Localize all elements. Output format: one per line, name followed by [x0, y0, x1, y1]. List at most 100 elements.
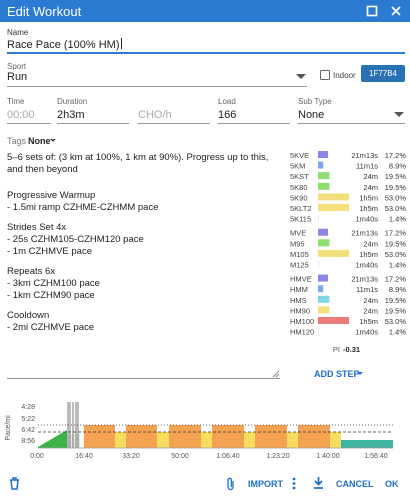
resize-handle — [272, 370, 280, 378]
subtype-select[interactable]: None — [298, 109, 325, 121]
add-step-button[interactable]: ADD STEP — [314, 369, 360, 379]
zone-name: M95 — [290, 239, 305, 248]
sport-select[interactable]: Run — [7, 71, 28, 83]
x-tick-label: 0:00 — [30, 453, 44, 460]
zone-name: HMM — [290, 285, 308, 294]
delete-icon[interactable] — [9, 477, 20, 490]
step — [298, 425, 330, 448]
time-input[interactable]: 00:00 — [7, 109, 35, 121]
time-label: Time — [7, 97, 25, 106]
zone-name: HMVE — [290, 275, 312, 284]
cho-input[interactable]: CHO/h — [138, 109, 172, 121]
zone-name: HMS — [290, 296, 307, 305]
zone-bar — [318, 204, 349, 211]
y-tick-label: 4:28 — [21, 404, 35, 411]
x-tick-label: 1:40:00 — [316, 453, 339, 460]
zone-name: 5K80 — [290, 183, 308, 192]
description-line: - 1.5mi ramp CZHME-CZHMM pace — [7, 202, 159, 213]
zone-percent: 1.4% — [389, 261, 406, 270]
text-caret — [120, 38, 122, 49]
step — [212, 425, 244, 448]
color-button[interactable]: 1F77B4 — [361, 65, 405, 82]
zone-percent: 53.0% — [385, 193, 407, 202]
duration-input[interactable]: 2h3m — [57, 109, 85, 121]
more-icon[interactable] — [292, 477, 296, 490]
zone-bar — [318, 161, 324, 169]
zone-bar — [318, 260, 319, 268]
zone-percent: 1.4% — [389, 215, 406, 224]
load-input[interactable]: 166 — [218, 109, 237, 121]
description-line: 5–6 sets of: (3 km at 100%, 1 km at 90%)… — [7, 152, 269, 163]
zone-percent: 19.5% — [385, 296, 407, 305]
name-input[interactable]: Race Pace (100% HM) — [7, 38, 122, 51]
description[interactable]: 5–6 sets of: (3 km at 100%, 1 km at 90%)… — [7, 152, 282, 342]
attach-icon[interactable] — [226, 477, 236, 491]
zone-bar — [318, 182, 330, 190]
add-step-arrow — [357, 372, 363, 375]
header: Edit Workout — [0, 0, 410, 22]
zone-bar — [318, 327, 319, 335]
description-line: Progressive Warmup — [7, 190, 96, 201]
indoor-checkbox[interactable] — [320, 70, 330, 80]
workout-steps — [38, 402, 393, 449]
step — [169, 425, 201, 448]
download-icon[interactable] — [313, 477, 324, 489]
zone-time: 24m — [363, 183, 378, 192]
description-paragraph: Strides Set 4x - 25s CZHM105-CZHM120 pace… — [7, 222, 282, 258]
maximize-icon[interactable] — [366, 5, 378, 17]
description-line: Repeats 6x — [7, 266, 56, 277]
tags-label: Tags — [7, 136, 27, 146]
close-icon[interactable] — [390, 5, 402, 17]
tags-value[interactable]: None — [28, 136, 51, 146]
tags-arrow — [50, 139, 56, 142]
import-button[interactable]: IMPORT — [248, 479, 283, 489]
zone-time: 1m40s — [355, 328, 378, 337]
color-button-text: 1F77B4 — [368, 69, 398, 78]
y-tick-label: 5:22 — [21, 416, 35, 423]
zone-name: 5KVE — [290, 151, 309, 160]
zone-bar — [318, 151, 329, 158]
zone-time: 11m1s — [356, 162, 378, 171]
y-tick-label: 6:42 — [21, 427, 35, 434]
cancel-button[interactable]: CANCEL — [336, 479, 374, 489]
zone-name: HM100 — [290, 317, 314, 326]
zone-time: 1m40s — [355, 261, 378, 270]
zone-name: HM90 — [290, 306, 310, 315]
sport-label: Sport — [7, 62, 27, 71]
dialog-title: Edit Workout — [7, 4, 82, 19]
time-underline — [7, 123, 51, 124]
zone-percent: 53.0% — [385, 250, 407, 259]
zone-bar — [318, 193, 349, 201]
zone-time: 1h5m — [359, 204, 378, 213]
step — [287, 432, 298, 448]
zone-bar — [318, 317, 349, 324]
zone-name: M125 — [290, 261, 309, 270]
x-tick-label: 1:06:40 — [216, 453, 239, 460]
x-labels: 0:00 16:40 33:20 50:00 1:06:40 1:23:20 1:40:00… — [30, 453, 388, 460]
zone-percent: 17.2% — [385, 275, 407, 284]
zone-time: 24m — [363, 239, 378, 248]
zone-bar — [318, 295, 330, 303]
description-line: - 3km CZHM100 pace — [7, 278, 100, 289]
dropdown-arrow — [296, 74, 306, 79]
ok-button[interactable]: OK — [385, 479, 399, 489]
description-line: - 25s CZHM105-CZHM120 pace — [7, 234, 144, 245]
zone-bar — [318, 306, 330, 314]
cho-underline — [138, 123, 210, 124]
description-line: - 1km CZHM90 pace — [7, 290, 95, 301]
description-paragraph: Repeats 6x - 3km CZHM100 pace - 1km CZHM90… — [7, 266, 282, 302]
zone-table: PI -0.31 5KVE 21m13s 17.2% 5KM 11m1s 8.9% 5KST… — [290, 151, 407, 354]
load-label: Load — [218, 97, 236, 106]
zone-name: HM120 — [290, 328, 314, 337]
zone-time: 24m — [363, 306, 378, 315]
description-line: Strides Set 4x — [7, 222, 67, 233]
zone-percent: 1.4% — [389, 328, 406, 337]
subtype-underline — [298, 123, 405, 124]
x-tick-label: 1:56:40 — [364, 453, 387, 460]
step — [255, 425, 287, 448]
description-line: Cooldown — [7, 310, 50, 321]
indoor-label: Indoor — [333, 71, 356, 80]
zone-bar — [318, 228, 329, 236]
zone-bar — [318, 249, 349, 257]
